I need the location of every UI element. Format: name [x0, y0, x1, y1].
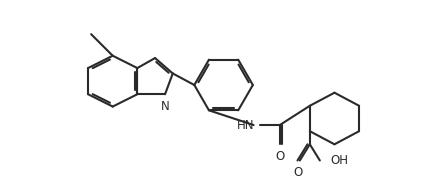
Text: N: N	[160, 100, 169, 113]
Text: HN: HN	[237, 119, 254, 132]
Text: O: O	[293, 166, 302, 179]
Text: OH: OH	[330, 154, 348, 167]
Text: O: O	[274, 150, 284, 163]
